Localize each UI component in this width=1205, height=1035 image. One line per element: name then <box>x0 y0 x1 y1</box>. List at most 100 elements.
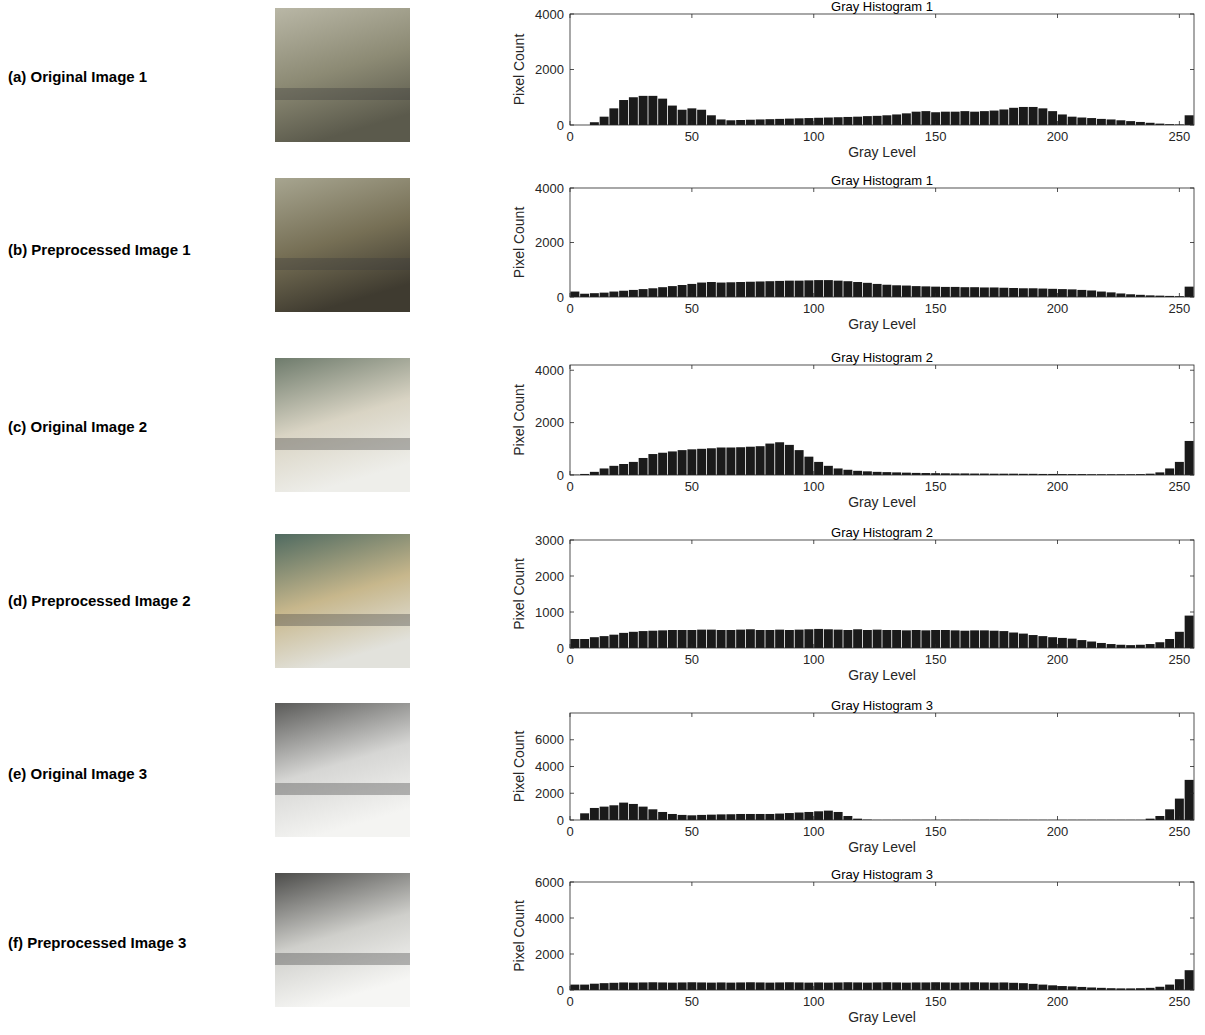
x-tick-label: 100 <box>803 994 825 1009</box>
bar <box>668 106 677 125</box>
bar <box>629 290 638 297</box>
x-tick-label: 50 <box>685 479 699 494</box>
bar <box>853 629 862 648</box>
bar <box>912 112 921 125</box>
x-tick-top <box>813 882 814 886</box>
bar <box>834 281 843 297</box>
bar <box>600 117 609 125</box>
y-tick-right <box>1190 793 1194 794</box>
bar <box>648 96 657 125</box>
x-tick <box>1057 986 1058 990</box>
bar <box>746 982 755 990</box>
x-tick-label: 200 <box>1047 994 1069 1009</box>
bar <box>951 983 960 990</box>
x-tick-top <box>813 188 814 192</box>
bar <box>892 982 901 990</box>
bar <box>814 982 823 990</box>
x-tick-top <box>691 882 692 886</box>
bar <box>1048 289 1057 297</box>
y-label: Pixel Count <box>511 731 527 803</box>
bar <box>931 630 940 648</box>
x-tick <box>570 644 571 648</box>
bar <box>765 281 774 297</box>
x-tick-label: 150 <box>925 301 947 316</box>
y-tick <box>570 766 574 767</box>
bar <box>999 109 1008 125</box>
x-tick <box>570 121 571 125</box>
bar <box>726 448 735 476</box>
frame <box>570 365 1194 475</box>
bar <box>590 984 599 990</box>
photo-detail <box>275 438 410 450</box>
bar <box>824 280 833 297</box>
bar <box>609 108 618 125</box>
x-tick-label: 250 <box>1169 994 1191 1009</box>
y-tick-label: 0 <box>557 118 564 133</box>
y-tick <box>570 422 574 423</box>
x-tick <box>813 293 814 297</box>
y-tick-label: 2000 <box>535 947 564 962</box>
x-tick <box>691 986 692 990</box>
x-tick-label: 100 <box>803 824 825 839</box>
photo <box>275 178 410 312</box>
bar <box>1009 633 1018 648</box>
photo-detail <box>275 258 410 270</box>
y-tick <box>570 918 574 919</box>
frame <box>570 713 1194 820</box>
y-tick-label: 2000 <box>535 62 564 77</box>
bar <box>590 472 599 475</box>
bar <box>668 814 677 820</box>
x-tick-top <box>935 882 936 886</box>
y-label: Pixel Count <box>511 900 527 972</box>
bar <box>1185 287 1194 297</box>
y-tick <box>570 475 574 476</box>
bar <box>824 629 833 648</box>
bar <box>736 814 745 820</box>
bar <box>970 112 979 125</box>
bar <box>873 630 882 648</box>
bar <box>765 814 774 820</box>
bar <box>590 808 599 820</box>
x-tick-label: 250 <box>1169 129 1191 144</box>
bar <box>863 471 872 475</box>
bar <box>834 630 843 648</box>
title: Gray Histogram 1 <box>831 173 933 188</box>
bars <box>590 96 1194 125</box>
bar <box>863 630 872 648</box>
x-tick-top <box>1057 365 1058 369</box>
photo <box>275 8 410 142</box>
x-tick <box>691 121 692 125</box>
bar <box>609 983 618 990</box>
bar <box>882 982 891 990</box>
x-tick <box>813 121 814 125</box>
bar <box>785 281 794 297</box>
y-tick-label: 6000 <box>535 875 564 890</box>
frame <box>570 14 1194 125</box>
bar <box>1019 983 1028 990</box>
x-tick <box>813 986 814 990</box>
title: Gray Histogram 3 <box>831 698 933 713</box>
bar <box>1029 635 1038 648</box>
bar <box>697 449 706 475</box>
y-tick-right <box>1190 242 1194 243</box>
bar <box>1175 632 1184 648</box>
x-tick-top <box>1057 188 1058 192</box>
bar <box>951 287 960 297</box>
bar <box>1165 468 1174 475</box>
x-tick-label: 200 <box>1047 652 1069 667</box>
bar <box>717 448 726 476</box>
bar <box>580 813 589 820</box>
bar <box>804 983 813 990</box>
bar <box>717 814 726 820</box>
photo-detail <box>275 953 410 965</box>
bar <box>756 982 765 990</box>
bar <box>863 116 872 125</box>
x-label: Gray Level <box>848 667 916 683</box>
x-tick-top <box>935 713 936 717</box>
bar <box>1185 616 1194 648</box>
bar <box>814 629 823 648</box>
bar <box>1077 118 1086 125</box>
y-tick <box>570 793 574 794</box>
x-tick <box>1057 121 1058 125</box>
y-tick <box>570 882 574 883</box>
